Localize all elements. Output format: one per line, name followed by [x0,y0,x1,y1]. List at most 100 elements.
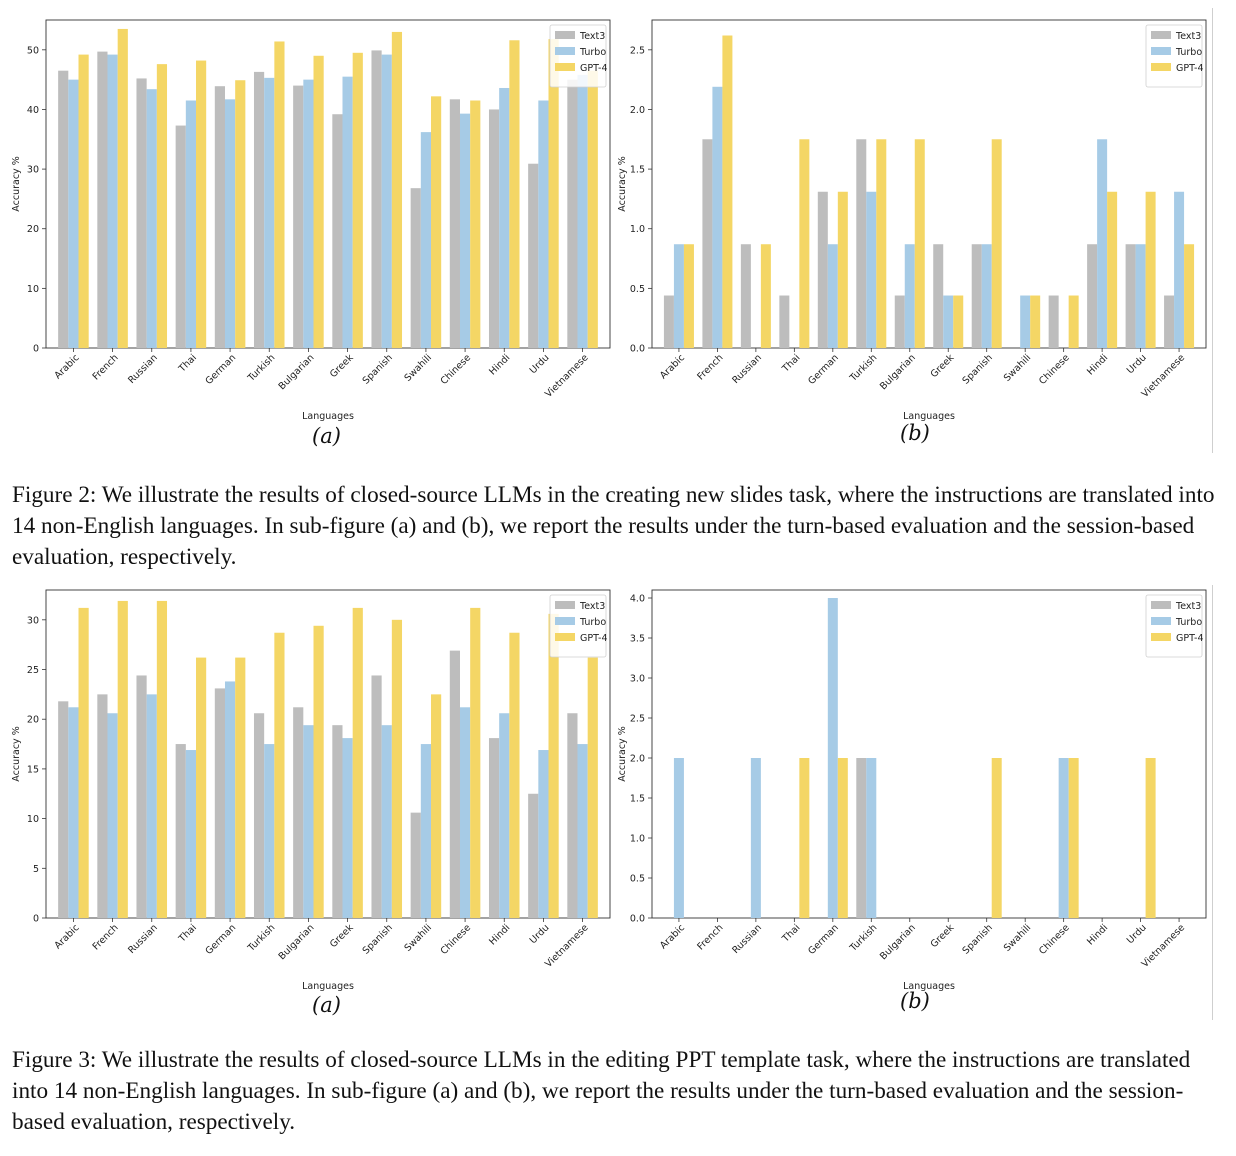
fig2b-xtick-label: Russian [730,352,764,386]
fig2b-ytick-label: 1.5 [630,165,645,176]
fig2a-bar-text3-bulgarian [293,85,304,348]
fig3b-bar-gpt-4-urdu [1145,758,1156,918]
fig3a-xtick-label: Spanish [361,922,395,956]
fig2b-bar-text3-greek [933,244,944,348]
fig3b-legend-label: Turbo [1175,617,1202,628]
fig3a-xtick-label: Russian [126,922,160,956]
fig3a-bar-gpt-4-swahili [431,694,442,918]
fig2a-legend-label: Turbo [579,47,606,58]
fig2a-bar-turbo-swahili [420,132,432,348]
fig3a-bar-gpt-4-greek [352,607,363,918]
fig2a-bar-turbo-german [224,99,236,348]
fig3b-xtick-label: Thai [780,922,803,945]
fig3a-xlabel: Languages [302,981,354,992]
figure3-caption: Figure 3: We illustrate the results of c… [12,1047,1191,1135]
fig3a-xtick-label: Swahili [403,922,435,954]
fig2b-bar-gpt-4-thai [799,139,810,348]
fig2b-bar-turbo-greek [943,295,954,348]
fig2a-legend-swatch [555,63,575,71]
fig2b-xtick-label: Urdu [1125,352,1149,376]
fig2a-bar-turbo-arabic [68,79,79,349]
fig3a-xtick-label: Bulgarian [277,922,317,962]
fig3b-bar-turbo-german [827,598,838,918]
fig2a-xtick-label: Turkish [245,352,277,384]
fig3a-bar-text3-german [214,688,225,918]
fig3a-bar-text3-russian [136,675,147,918]
fig3b-subcaption: (b) [900,989,930,1013]
fig2b-bar-text3-spanish [971,244,982,348]
fig2a-legend-box [549,24,607,88]
fig2a-bar-turbo-thai [185,100,197,348]
fig3b-xtick-label: Greek [929,922,957,950]
fig2a-legend-label: Text3 [579,31,605,42]
fig3a-xtick-label: Chinese [439,922,474,957]
fig2b-bar-turbo-arabic [673,244,684,348]
fig2b-plot-frame [651,19,1207,349]
fig3b-bar-text3-turkish [856,758,867,918]
fig2a-legend-label: GPT-4 [580,63,608,74]
fig2b-bar-turbo-turkish [866,191,877,348]
fig3a-bar-turbo-vietnamese [577,744,588,918]
fig2b-bar-turbo-german [827,244,838,348]
fig2b-legend-swatch [1151,63,1171,71]
fig2b-bar-text3-arabic [663,295,674,348]
fig3a-xtick-label: French [91,922,121,952]
fig2a-bar-gpt-4-french [117,28,128,348]
fig2b-bar-gpt-4-greek [953,295,964,348]
fig2b-bar-text3-russian [740,244,751,348]
fig3b-legend-swatch [1151,601,1171,609]
fig2b-bar-gpt-4-urdu [1145,191,1156,348]
fig2b-xtick-label: French [695,352,725,382]
fig3a-bar-text3-swahili [410,812,421,918]
fig3a-ytick-label: 5 [33,864,39,875]
fig3a-xtick-label: Hindi [487,922,512,947]
fig3a-bar-text3-turkish [253,713,265,918]
fig2a-bar-text3-german [214,86,225,349]
fig2b-bar-text3-thai [779,295,790,348]
fig3a-bar-text3-bulgarian [293,707,304,918]
fig2a-bar-turbo-hindi [499,87,510,349]
figure2-caption: Figure 2: We illustrate the results of c… [12,482,1215,570]
fig3a-legend: Text3 Turbo GPT-4 [549,594,608,658]
fig2a-subcaption: (a) [312,424,341,448]
fig2a-bar-gpt-4-bulgarian [313,55,324,348]
fig2a-xtick-label: Greek [328,352,356,380]
fig2b-subcaption: (b) [900,421,930,445]
fig3a-legend-swatch [555,617,575,625]
fig2b-ytick-label: 1.0 [630,224,645,235]
fig3b-ytick-label: 3.0 [630,674,645,685]
fig3b-ytick-label: 0.0 [630,914,645,925]
fig2a-bar-gpt-4-greek [352,52,363,349]
fig2a-bar-turbo-russian [146,89,157,348]
fig3a-legend-swatch [555,633,575,641]
fig3b-xtick-label: Hindi [1085,922,1110,947]
fig2b-xtick-label: Spanish [961,352,995,386]
fig3b-ytick-label: 1.5 [630,794,645,805]
fig2a-bar-text3-spanish [371,50,382,348]
fig3a-subcaption: (a) [312,993,341,1017]
fig3a-bar-gpt-4-arabic [78,607,89,918]
fig2b-bar-gpt-4-chinese [1068,295,1079,348]
fig2b-bar-gpt-4-russian [760,244,771,348]
fig2b-ytick-label: 2.0 [630,105,645,116]
fig3a-bar-gpt-4-thai [196,657,207,918]
fig3b-legend-label: Text3 [1175,601,1201,612]
fig2b-chart: 0.0 0.5 1.0 1.5 2.0 2.5 Arabic French Russian Tha… [614,15,1214,430]
fig3a-bar-gpt-4-vietnamese [587,657,598,918]
fig2a-ylabel: Accuracy % [11,156,22,211]
fig3b-xtick-label: Urdu [1125,922,1149,946]
fig2a-bar-gpt-4-chinese [470,100,481,348]
fig2a-bar-text3-thai [175,125,186,348]
fig2a-bar-text3-vietnamese [567,79,578,349]
fig2b-bar-gpt-4-french [722,35,733,348]
fig3b-ylabel: Accuracy % [617,726,628,781]
fig2a-xtick-label: Swahili [403,352,435,384]
fig2a-xtick-label: Hindi [487,352,512,377]
fig3a-bar-turbo-spanish [381,725,392,918]
fig2a-bar-text3-hindi [488,109,500,348]
fig3b-ytick-label: 4.0 [630,594,645,605]
fig2a-bar-turbo-french [107,54,118,349]
fig3a-svg: 0 5 10 15 20 25 30 Arabic French Russian Thai Germa… [11,589,611,992]
fig2b-bar-gpt-4-hindi [1107,191,1118,348]
fig3a-bar-turbo-russian [146,694,157,918]
